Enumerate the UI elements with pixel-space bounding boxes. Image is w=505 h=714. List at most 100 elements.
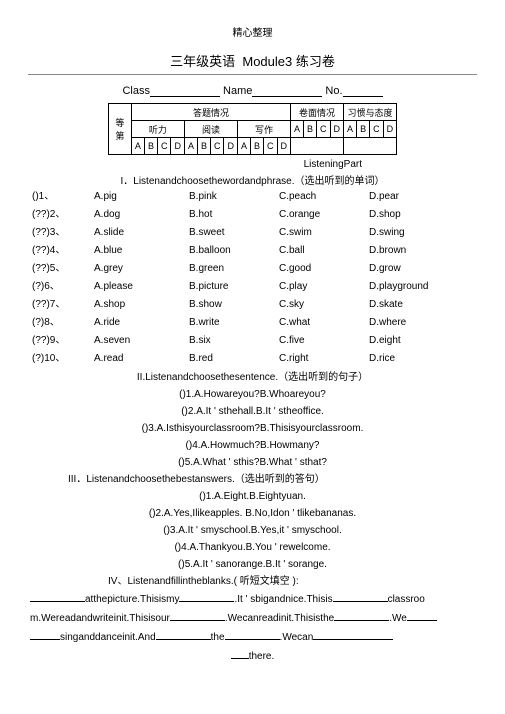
opt-a[interactable]: A.blue [74,243,189,259]
opt-a[interactable]: A.please [74,279,189,295]
opt-c[interactable]: C.ball [279,243,369,259]
q-num[interactable]: (??)3、 [28,225,74,241]
opt-a[interactable]: A.dog [74,207,189,223]
grade-cell[interactable]: D [330,121,344,138]
opt-c[interactable]: C.orange [279,207,369,223]
grade-cell[interactable]: B [197,138,210,155]
opt-c[interactable]: C.sky [279,297,369,313]
opt-d[interactable]: D.shop [369,207,469,223]
opt-a[interactable]: A.slide [74,225,189,241]
opt-a[interactable]: A.seven [74,333,189,349]
fill-blank[interactable] [30,630,60,640]
grade-cell[interactable]: C [370,121,384,138]
class-blank[interactable] [150,86,220,97]
fill-blank[interactable] [333,592,388,602]
fill-text: .Wecanreadinit.Thisisthe [225,613,334,624]
grade-cell[interactable]: A [131,138,144,155]
grade-cell[interactable]: C [157,138,171,155]
opt-c[interactable]: C.what [279,315,369,331]
fill-blank[interactable] [179,592,234,602]
opt-d[interactable]: D.where [369,315,469,331]
q-num[interactable]: (??)2、 [28,207,74,223]
grade-cell[interactable]: D [277,138,291,155]
fill-blank[interactable] [407,611,437,621]
grade-cell[interactable]: B [304,121,317,138]
opt-a[interactable]: A.ride [74,315,189,331]
grade-cell[interactable] [344,138,397,155]
opt-b[interactable]: B.hot [189,207,279,223]
opt-c[interactable]: C.swim [279,225,369,241]
opt-b[interactable]: B.show [189,297,279,313]
opt-a[interactable]: A.shop [74,297,189,313]
opt-c[interactable]: C.five [279,333,369,349]
grade-cell[interactable]: D [383,121,397,138]
opt-b[interactable]: B.sweet [189,225,279,241]
opt-b[interactable]: B.balloon [189,243,279,259]
name-blank[interactable] [252,86,322,97]
grade-cell[interactable]: C [210,138,224,155]
q-num[interactable]: (??)5、 [28,261,74,277]
grade-cell[interactable]: C [264,138,278,155]
opt-d[interactable]: D.grow [369,261,469,277]
s3-item[interactable]: ()4.A.Thankyou.B.You ' rewelcome. [28,539,477,556]
q-num[interactable]: (??)4、 [28,243,74,259]
s3-item[interactable]: ()5.A.It ' sanorange.B.It ' sorange. [28,556,477,573]
opt-c[interactable]: C.good [279,261,369,277]
grade-cell[interactable]: D [171,138,185,155]
s2-item[interactable]: ()4.A.Howmuch?B.Howmany? [28,437,477,454]
fill-blank[interactable] [231,649,249,659]
no-blank[interactable] [343,86,383,97]
fill-blank[interactable] [30,592,85,602]
s2-item[interactable]: ()5.A.What ' sthis?B.What ' sthat? [28,454,477,471]
q-num[interactable]: ()1、 [28,189,74,205]
opt-d[interactable]: D.skate [369,297,469,313]
opt-d[interactable]: D.rice [369,351,469,367]
fill-blank[interactable] [170,611,225,621]
opt-d[interactable]: D.playground [369,279,469,295]
q-num[interactable]: (??)7、 [28,297,74,313]
grade-cell[interactable]: B [144,138,157,155]
s3-item[interactable]: ()1.A.Eight.B.Eightyuan. [28,488,477,505]
fill-blank[interactable] [156,630,211,640]
s2-item[interactable]: ()1.A.Howareyou?B.Whoareyou? [28,386,477,403]
opt-d[interactable]: D.brown [369,243,469,259]
opt-c[interactable]: C.play [279,279,369,295]
grade-cell[interactable]: C [317,121,331,138]
q-num[interactable]: (?)6、 [28,279,74,295]
opt-b[interactable]: B.red [189,351,279,367]
opt-b[interactable]: B.write [189,315,279,331]
opt-a[interactable]: A.read [74,351,189,367]
opt-d[interactable]: D.eight [369,333,469,349]
q-num[interactable]: (?)10、 [28,351,74,367]
q-row: (??)7、A.shopB.showC.skyD.skate [28,297,477,313]
opt-c[interactable]: C.right [279,351,369,367]
grade-cell[interactable]: B [251,138,264,155]
fill-text: singanddanceinit.And [60,632,156,643]
grade-cell[interactable]: A [184,138,197,155]
grade-cell[interactable]: A [291,121,304,138]
opt-c[interactable]: C.peach [279,189,369,205]
s3-item[interactable]: ()3.A.It ' smyschool.B.Yes,it ' smyschoo… [28,522,477,539]
opt-b[interactable]: B.green [189,261,279,277]
fill-text: the [211,632,225,643]
q-num[interactable]: (??)9、 [28,333,74,349]
fill-blank[interactable] [225,630,280,640]
grade-cell[interactable] [291,138,344,155]
s3-item[interactable]: ()2.A.Yes,Ilikeapples. B.No,Idon ' tlike… [28,505,477,522]
opt-a[interactable]: A.pig [74,189,189,205]
grade-cell[interactable]: A [237,138,250,155]
opt-b[interactable]: B.pink [189,189,279,205]
opt-b[interactable]: B.six [189,333,279,349]
fill-blank[interactable] [313,630,393,640]
opt-d[interactable]: D.pear [369,189,469,205]
grade-cell[interactable]: A [344,121,357,138]
opt-b[interactable]: B.picture [189,279,279,295]
fill-blank[interactable] [334,611,389,621]
s2-item[interactable]: ()2.A.It ' sthehall.B.It ' stheoffice. [28,403,477,420]
opt-a[interactable]: A.grey [74,261,189,277]
s2-item[interactable]: ()3.A.Isthisyourclassroom?B.Thisisyourcl… [28,420,477,437]
grade-cell[interactable]: B [357,121,370,138]
grade-cell[interactable]: D [224,138,238,155]
q-num[interactable]: (?)8、 [28,315,74,331]
opt-d[interactable]: D.swing [369,225,469,241]
